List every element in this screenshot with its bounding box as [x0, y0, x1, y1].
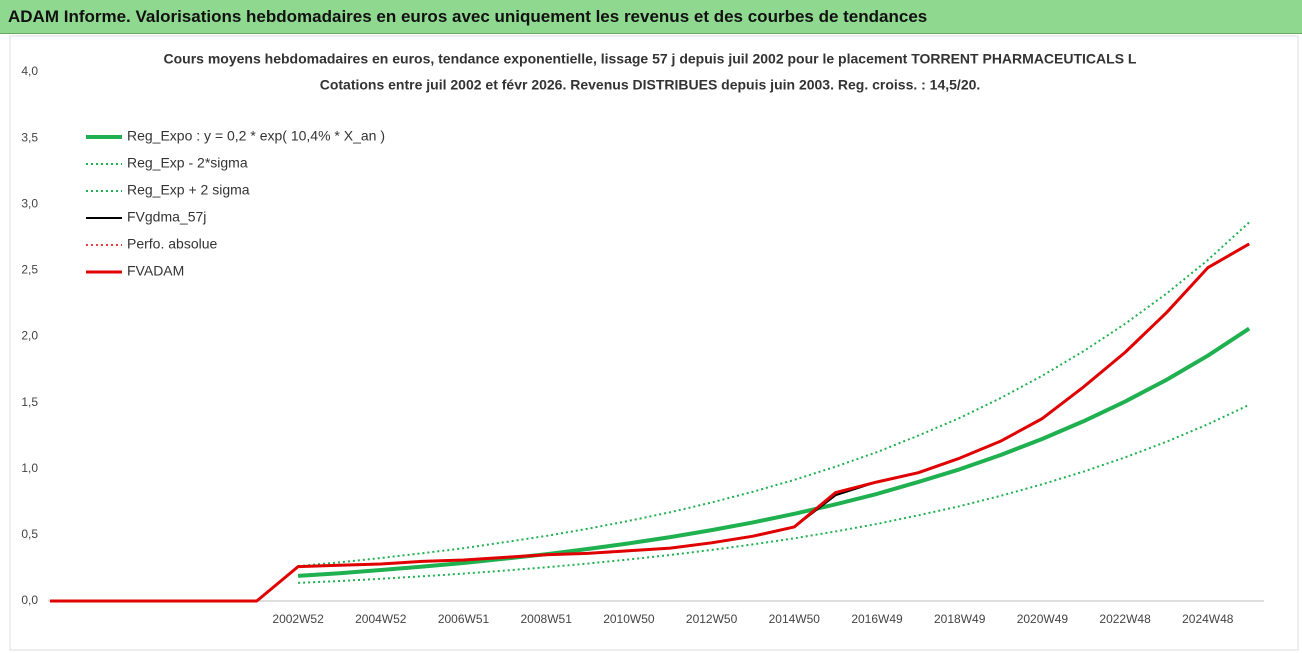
x-tick-label: 2022W48	[1099, 612, 1151, 626]
series-line	[50, 242, 1250, 603]
legend-label: Reg_Exp + 2 sigma	[127, 182, 250, 198]
y-tick-label: 0,0	[21, 593, 38, 607]
series-line	[297, 326, 1251, 578]
legend-label: Reg_Expo : y = 0,2 * exp( 10,4% * X_an )	[127, 128, 385, 144]
x-tick-label: 2010W50	[603, 612, 655, 626]
chart: Cours moyens hebdomadaires en euros, ten…	[9, 35, 1299, 651]
x-tick-label: 2020W49	[1017, 612, 1069, 626]
legend-label: Reg_Exp - 2*sigma	[127, 155, 248, 171]
x-tick-label: 2024W48	[1182, 612, 1234, 626]
legend-label: Perfo. absolue	[127, 236, 217, 252]
y-tick-label: 0,5	[21, 527, 38, 541]
legend-label: FVADAM	[127, 263, 184, 279]
x-tick-label: 2012W50	[686, 612, 738, 626]
y-tick-label: 2,0	[21, 329, 38, 343]
x-tick-label: 2014W50	[769, 612, 821, 626]
chart-subtitle: Cotations entre juil 2002 et févr 2026. …	[320, 77, 981, 93]
x-tick-label: 2004W52	[355, 612, 407, 626]
header: ADAM Informe. Valorisations hebdomadaire…	[0, 0, 1302, 34]
y-tick-label: 1,5	[21, 395, 38, 409]
x-tick-label: 2002W52	[272, 612, 324, 626]
legend-label: FVgdma_57j	[127, 209, 206, 225]
header-title: ADAM Informe. Valorisations hebdomadaire…	[8, 7, 928, 26]
y-tick-label: 1,0	[21, 461, 38, 475]
x-tick-label: 2006W51	[438, 612, 490, 626]
y-tick-label: 3,5	[21, 130, 38, 144]
x-tick-label: 2008W51	[521, 612, 573, 626]
y-tick-label: 3,0	[21, 196, 38, 210]
y-tick-label: 2,5	[21, 263, 38, 277]
x-tick-label: 2016W49	[851, 612, 903, 626]
y-tick-label: 4,0	[21, 64, 38, 78]
chart-title: Cours moyens hebdomadaires en euros, ten…	[164, 51, 1137, 67]
x-tick-label: 2018W49	[934, 612, 986, 626]
series-line	[298, 221, 1250, 568]
